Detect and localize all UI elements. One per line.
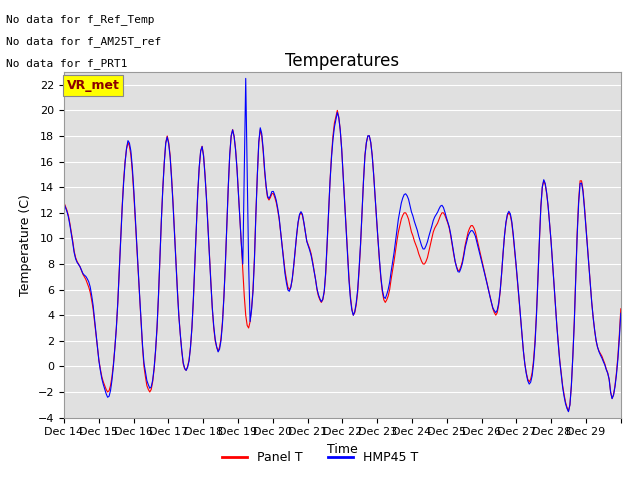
HMP45 T <box>348 307 356 313</box>
Line: Panel T: Panel T <box>64 110 621 411</box>
HMP45 T <box>617 311 625 316</box>
Panel T <box>564 408 572 414</box>
Panel T <box>97 366 104 372</box>
Text: No data for f_AM25T_ref: No data for f_AM25T_ref <box>6 36 162 47</box>
Text: No data for f_PRT1: No data for f_PRT1 <box>6 58 128 69</box>
Title: Temperatures: Temperatures <box>285 52 399 71</box>
Legend: Panel T, HMP45 T: Panel T, HMP45 T <box>217 446 423 469</box>
Text: No data for f_Ref_Temp: No data for f_Ref_Temp <box>6 14 155 25</box>
Panel T <box>616 332 623 337</box>
HMP45 T <box>242 75 250 81</box>
HMP45 T <box>97 368 104 373</box>
Panel T <box>79 271 87 277</box>
Panel T <box>348 306 356 312</box>
Panel T <box>333 108 341 113</box>
HMP45 T <box>541 180 549 186</box>
HMP45 T <box>79 271 87 276</box>
HMP45 T <box>616 336 623 341</box>
HMP45 T <box>564 409 572 415</box>
X-axis label: Time: Time <box>327 443 358 456</box>
HMP45 T <box>458 261 466 266</box>
Text: VR_met: VR_met <box>67 79 120 92</box>
HMP45 T <box>60 201 68 206</box>
Panel T <box>458 259 466 264</box>
Panel T <box>541 182 549 188</box>
Panel T <box>60 200 68 205</box>
Panel T <box>617 306 625 312</box>
Line: HMP45 T: HMP45 T <box>64 78 621 412</box>
Y-axis label: Temperature (C): Temperature (C) <box>19 194 32 296</box>
